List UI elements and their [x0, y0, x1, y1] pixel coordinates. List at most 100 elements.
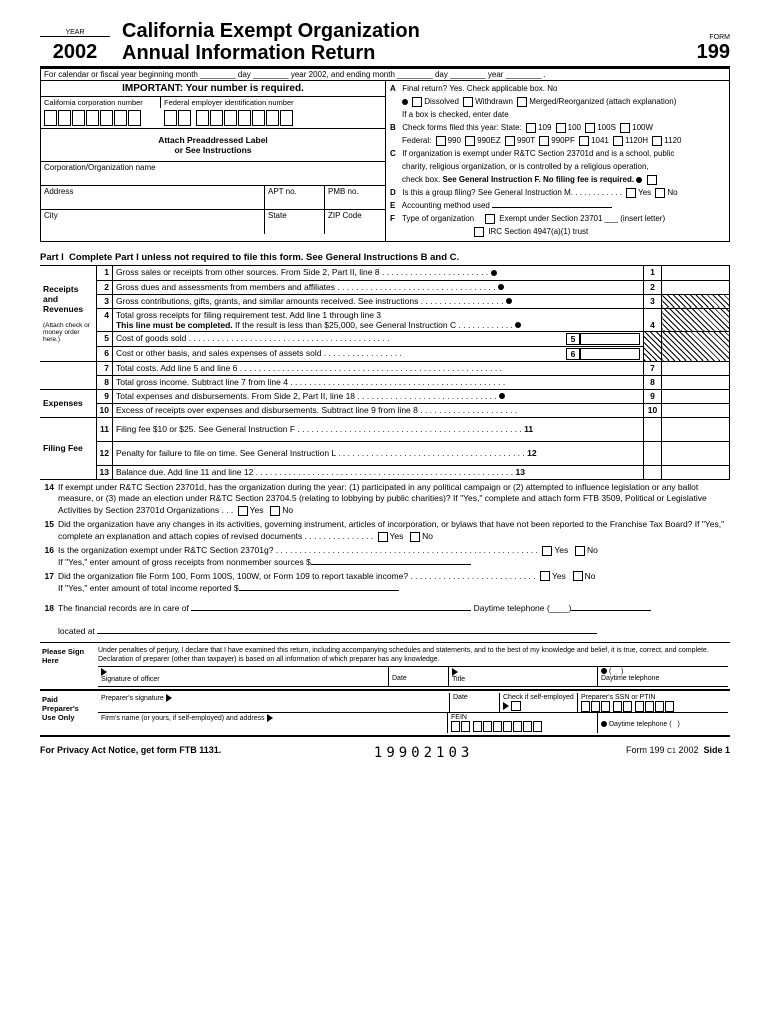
sig-title[interactable]: Title	[452, 676, 465, 683]
part1-header: Part I Complete Part I unless not requir…	[40, 252, 730, 266]
sig-phone[interactable]: Daytime telephone	[601, 675, 659, 682]
year-value: 2002	[40, 41, 110, 64]
c-checkbox[interactable]	[647, 175, 657, 185]
q14: If exempt under R&TC Section 23701d, has…	[58, 482, 707, 516]
line-11-amt[interactable]	[662, 417, 730, 441]
receipts-label: Receipts and Revenues	[43, 284, 93, 314]
c-line3: check box. See General Instruction F. No…	[402, 175, 634, 184]
firm-name[interactable]: Firm's name (or yours, if self-employed)…	[101, 715, 265, 722]
prep-phone[interactable]: Daytime telephone	[609, 721, 667, 728]
q18a[interactable]: The financial records are in care of	[58, 603, 189, 613]
prep-sig[interactable]: Preparer's signature	[101, 695, 164, 702]
q18c[interactable]: located at	[58, 626, 95, 636]
line-2-amt[interactable]	[662, 280, 730, 294]
line-6-sub[interactable]	[580, 348, 640, 360]
line-7: Total costs. Add line 5 and line 6	[116, 363, 237, 373]
sig-officer[interactable]: Signature of officer	[101, 676, 160, 683]
line-12: Penalty for failure to file on time. See…	[116, 448, 336, 458]
attach-check-note: (Attach check or money order here.)	[43, 322, 93, 343]
sig-date[interactable]: Date	[392, 675, 407, 682]
self-employed-checkbox[interactable]	[511, 701, 521, 711]
please-sign-label: Please Sign Here	[40, 643, 96, 689]
state-field[interactable]: State	[265, 210, 325, 234]
q16-no[interactable]	[575, 546, 585, 556]
important-notice: IMPORTANT: Your number is required.	[41, 81, 385, 97]
page-footer: For Privacy Act Notice, get form FTB 113…	[40, 745, 730, 761]
address-field[interactable]: Address	[41, 186, 265, 210]
section-a[interactable]: Final return? Yes. Check applicable box.…	[402, 84, 557, 93]
line-7-amt[interactable]	[662, 361, 730, 375]
section-b[interactable]: Check forms filed this year: State: 109 …	[402, 123, 653, 132]
a-merged[interactable]: Merged/Reorganized (attach explanation)	[529, 97, 676, 106]
expenses-label: Expenses	[40, 389, 96, 417]
pmb-field[interactable]: PMB no.	[325, 186, 385, 210]
line-4-amt[interactable]	[662, 308, 730, 331]
zip-field[interactable]: ZIP Code	[325, 210, 385, 234]
c-line2: charity, religious organization, or is c…	[390, 161, 725, 173]
q17-no[interactable]	[573, 571, 583, 581]
q17b[interactable]: If "Yes," enter amount of total income r…	[58, 583, 239, 593]
a-withdrawn[interactable]: Withdrawn	[475, 97, 513, 106]
title-line-1: California Exempt Organization	[122, 20, 660, 42]
q17-yes[interactable]	[540, 571, 550, 581]
q16a: Is the organization exempt under R&TC Se…	[58, 545, 273, 555]
q17a: Did the organization file Form 100, Form…	[58, 571, 408, 581]
city-field[interactable]: City	[41, 210, 265, 234]
q16-yes[interactable]	[542, 546, 552, 556]
page-header: YEAR 2002 California Exempt Organization…	[40, 20, 730, 69]
header-info-grid: IMPORTANT: Your number is required. Cali…	[40, 81, 730, 242]
line-1: Gross sales or receipts from other sourc…	[116, 267, 380, 277]
q18-phone[interactable]: Daytime telephone (____)	[474, 603, 572, 613]
ssn-ptin-label: Preparer's SSN or PTIN	[581, 694, 655, 701]
form-number: 199	[660, 41, 730, 64]
paid-preparer-block: Paid Preparer's Use Only Preparer's sign…	[40, 691, 730, 737]
part1-table: Receipts and Revenues (Attach check or m…	[40, 266, 730, 480]
section-f[interactable]: Type of organization Exempt under Sectio…	[402, 214, 665, 223]
q16b[interactable]: If "Yes," enter amount of gross receipts…	[58, 557, 311, 567]
line-3-amt[interactable]	[662, 294, 730, 308]
b-federal[interactable]: Federal: 990 990EZ 990T 990PF 1041 1120H…	[402, 136, 682, 145]
f-irc: IRC Section 4947(a)(1) trust	[488, 227, 588, 236]
line-12-amt[interactable]	[662, 441, 730, 465]
line-5: Cost of goods sold	[116, 333, 186, 343]
line-11: Filing fee $10 or $25. See General Instr…	[116, 424, 295, 434]
f-irc-checkbox[interactable]	[474, 227, 484, 237]
q14-yes[interactable]	[238, 506, 248, 516]
prep-date[interactable]: Date	[450, 693, 500, 712]
line-13-amt[interactable]	[662, 465, 730, 479]
line-8-amt[interactable]	[662, 375, 730, 389]
questions-block: 14If exempt under R&TC Section 23701d, h…	[40, 482, 730, 644]
line-1-amt[interactable]	[662, 266, 730, 280]
calendar-line[interactable]: For calendar or fiscal year beginning mo…	[40, 69, 730, 81]
line-9-amt[interactable]	[662, 389, 730, 403]
barcode: 19902103	[374, 745, 473, 761]
attach-label: Attach Preaddressed Labelor See Instruct…	[41, 129, 385, 162]
paid-prep-label: Paid Preparer's Use Only	[40, 691, 96, 735]
ca-corp-label: California corporation number	[41, 97, 161, 108]
corp-name-field[interactable]: Corporation/Organization name	[41, 162, 385, 186]
fed-id-label: Federal employer identification number	[161, 97, 385, 108]
line-6: Cost or other basis, and sales expenses …	[116, 348, 322, 358]
a-dissolved[interactable]: Dissolved	[424, 97, 459, 106]
q14-no[interactable]	[270, 506, 280, 516]
line-13: Balance due. Add line 11 and line 12	[116, 467, 253, 477]
side-label: Form 199 C1 2002 Side 1	[626, 745, 730, 761]
line-4a: Total gross receipts for filing requirem…	[116, 310, 381, 320]
check-self: Check if self-employed	[503, 694, 574, 701]
perjury-text: Under penalties of perjury, I declare th…	[98, 645, 728, 667]
fein-label: FEIN	[451, 714, 467, 721]
ca-corp-input[interactable]	[41, 108, 385, 129]
q15-no[interactable]	[410, 532, 420, 542]
form-label: FORM	[660, 34, 730, 41]
line-5-sub[interactable]	[580, 333, 640, 345]
privacy-notice: For Privacy Act Notice, get form FTB 113…	[40, 745, 221, 761]
a-date[interactable]: If a box is checked, enter date	[390, 109, 725, 121]
line-9: Total expenses and disbursements. From S…	[116, 391, 355, 401]
year-label: YEAR	[40, 29, 110, 37]
section-d[interactable]: Is this a group filing? See General Inst…	[402, 188, 677, 197]
apt-field[interactable]: APT no.	[265, 186, 325, 210]
line-10-amt[interactable]	[662, 403, 730, 417]
signature-block: Please Sign Here Under penalties of perj…	[40, 643, 730, 691]
q15-yes[interactable]	[378, 532, 388, 542]
section-e[interactable]: Accounting method used	[402, 201, 490, 210]
